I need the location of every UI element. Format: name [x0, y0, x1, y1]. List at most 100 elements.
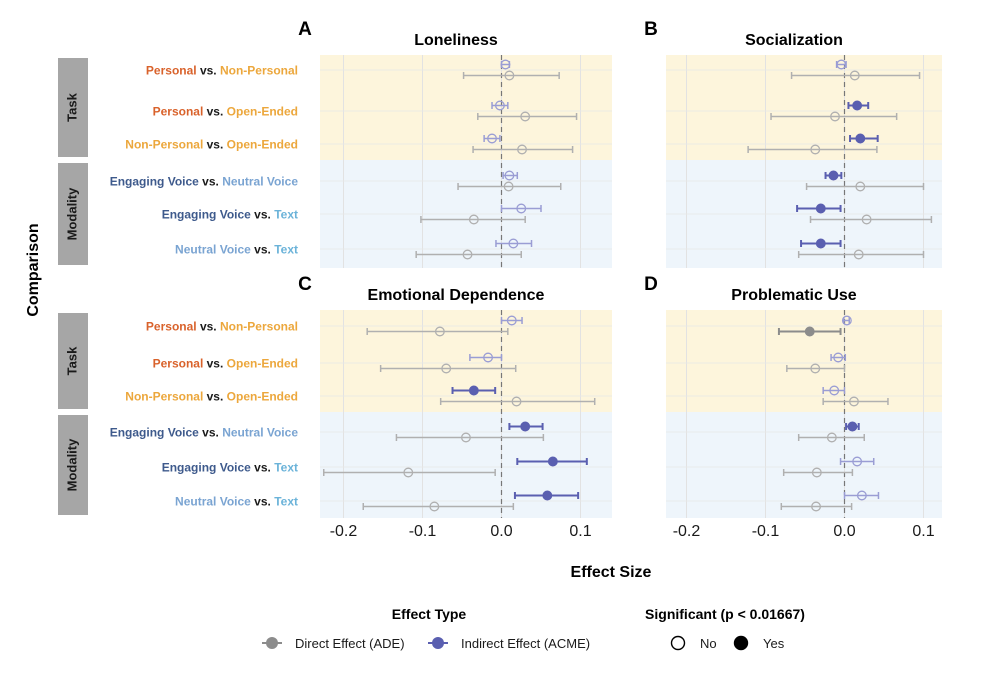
panel-letter: C	[298, 274, 312, 295]
panel-a: A Loneliness	[298, 19, 612, 268]
comparison-vs: vs.	[251, 461, 274, 475]
comparison-vs: vs.	[199, 175, 222, 189]
indirect-effect-mark	[500, 315, 523, 326]
direct-effect-mark	[366, 326, 509, 337]
comparison-vs: vs.	[203, 105, 226, 119]
indirect-effect-mark	[495, 238, 533, 249]
indirect-effect-mark	[847, 100, 870, 111]
direct-effect-mark	[777, 326, 842, 337]
panel-d: D Problematic Use -0.2 -0.1 0.0 0.1	[644, 274, 942, 540]
comparison-label: Non-Personal vs. Open-Ended	[125, 138, 298, 152]
panel-c: C Emotional Dependence -0.2 -0.1 0.0 0.1	[298, 274, 612, 540]
direct-point-estimate	[810, 363, 821, 374]
comparison-label: Neutral Voice vs. Text	[175, 495, 298, 509]
direct-point-estimate	[511, 396, 522, 407]
comparison-label: Engaging Voice vs. Text	[162, 208, 298, 222]
indirect-effect-mark	[839, 456, 875, 467]
panel-letter: D	[644, 274, 658, 295]
direct-effect-mark	[786, 363, 846, 374]
y-axis-label: Comparison	[25, 223, 42, 316]
comparison-right-term: Text	[274, 243, 298, 257]
direct-effect-mark	[782, 467, 854, 478]
direct-point-estimate	[503, 181, 514, 192]
comparison-left-term: Neutral Voice	[175, 495, 251, 509]
indirect-effect-mark	[849, 133, 879, 144]
comparison-right-term: Non-Personal	[220, 64, 298, 78]
indirect-point-estimate	[828, 170, 839, 181]
legend-item-label: Direct Effect (ADE)	[295, 636, 405, 651]
legend-key-point	[266, 637, 278, 649]
comparison-label: Personal vs. Open-Ended	[153, 357, 298, 371]
group-strip-task	[58, 313, 88, 409]
direct-point-estimate	[849, 396, 859, 407]
indirect-point-estimate	[500, 59, 511, 70]
direct-effect-mark	[379, 363, 517, 374]
modality-band-background	[666, 412, 942, 518]
legend: Effect Type Direct Effect (ADE) Indirect E…	[262, 606, 805, 651]
direct-point-estimate	[811, 467, 822, 478]
comparison-left-term: Non-Personal	[125, 390, 203, 404]
indirect-effect-mark	[469, 352, 503, 363]
indirect-point-estimate	[852, 100, 863, 111]
direct-effect-mark	[415, 249, 522, 260]
group-strip-label: Task	[64, 92, 79, 121]
indirect-effect-mark	[508, 421, 544, 432]
task-band-background	[320, 55, 612, 160]
direct-effect-mark	[439, 396, 596, 407]
direct-point-estimate	[861, 214, 872, 225]
filled-circle-icon	[733, 635, 749, 651]
legend-significance-no: No	[670, 635, 717, 651]
legend-item-direct: Direct Effect (ADE)	[262, 636, 405, 651]
indirect-point-estimate	[829, 385, 840, 396]
direct-effect-mark	[780, 501, 853, 512]
indirect-effect-mark	[822, 385, 846, 396]
comparison-label: Neutral Voice vs. Text	[175, 243, 298, 257]
direct-effect-mark	[809, 214, 933, 225]
direct-effect-mark	[457, 181, 562, 192]
group-strip-label: Modality	[64, 438, 79, 491]
indirect-effect-mark	[500, 203, 542, 214]
indirect-point-estimate	[483, 352, 494, 363]
group-strip-task	[58, 58, 88, 157]
comparison-vs: vs.	[203, 138, 226, 152]
direct-effect-mark	[747, 144, 878, 155]
comparison-label: Personal vs. Non-Personal	[146, 320, 298, 334]
comparison-right-term: Open-Ended	[227, 138, 298, 152]
indirect-effect-mark	[835, 59, 847, 70]
indirect-point-estimate	[504, 170, 515, 181]
row-labels-top: Personal vs. Non-Personal Personal vs. Op…	[58, 58, 298, 265]
comparison-label: Personal vs. Open-Ended	[153, 105, 298, 119]
direct-point-estimate	[804, 326, 815, 337]
task-band-background	[666, 55, 942, 160]
comparison-label: Non-Personal vs. Open-Ended	[125, 390, 298, 404]
panel-title: Emotional Dependence	[368, 287, 545, 304]
indirect-effect-mark	[502, 170, 519, 181]
comparison-right-term: Non-Personal	[220, 320, 298, 334]
indirect-effect-mark	[500, 59, 511, 70]
group-strip-label: Task	[64, 346, 79, 375]
comparison-label: Personal vs. Non-Personal	[146, 64, 298, 78]
direct-effect-mark	[472, 144, 574, 155]
direct-effect-mark	[770, 111, 898, 122]
indirect-point-estimate	[547, 456, 558, 467]
panel-letter: A	[298, 19, 312, 40]
indirect-point-estimate	[487, 133, 497, 144]
direct-point-estimate	[855, 181, 866, 192]
comparison-left-term: Engaging Voice	[110, 426, 199, 440]
legend-item-label: Indirect Effect (ACME)	[461, 636, 590, 651]
indirect-effect-mark	[841, 315, 852, 326]
group-strip-label: Modality	[64, 187, 79, 240]
direct-effect-mark	[323, 467, 496, 478]
direct-point-estimate	[830, 111, 840, 122]
indirect-point-estimate	[836, 59, 847, 70]
panel-title: Socialization	[745, 32, 843, 49]
indirect-effect-mark	[483, 133, 501, 144]
indirect-point-estimate	[855, 133, 866, 144]
indirect-point-estimate	[841, 315, 852, 326]
direct-point-estimate	[517, 144, 527, 155]
indirect-effect-mark	[451, 385, 497, 396]
legend-key-point	[432, 637, 444, 649]
comparison-right-term: Open-Ended	[227, 105, 298, 119]
